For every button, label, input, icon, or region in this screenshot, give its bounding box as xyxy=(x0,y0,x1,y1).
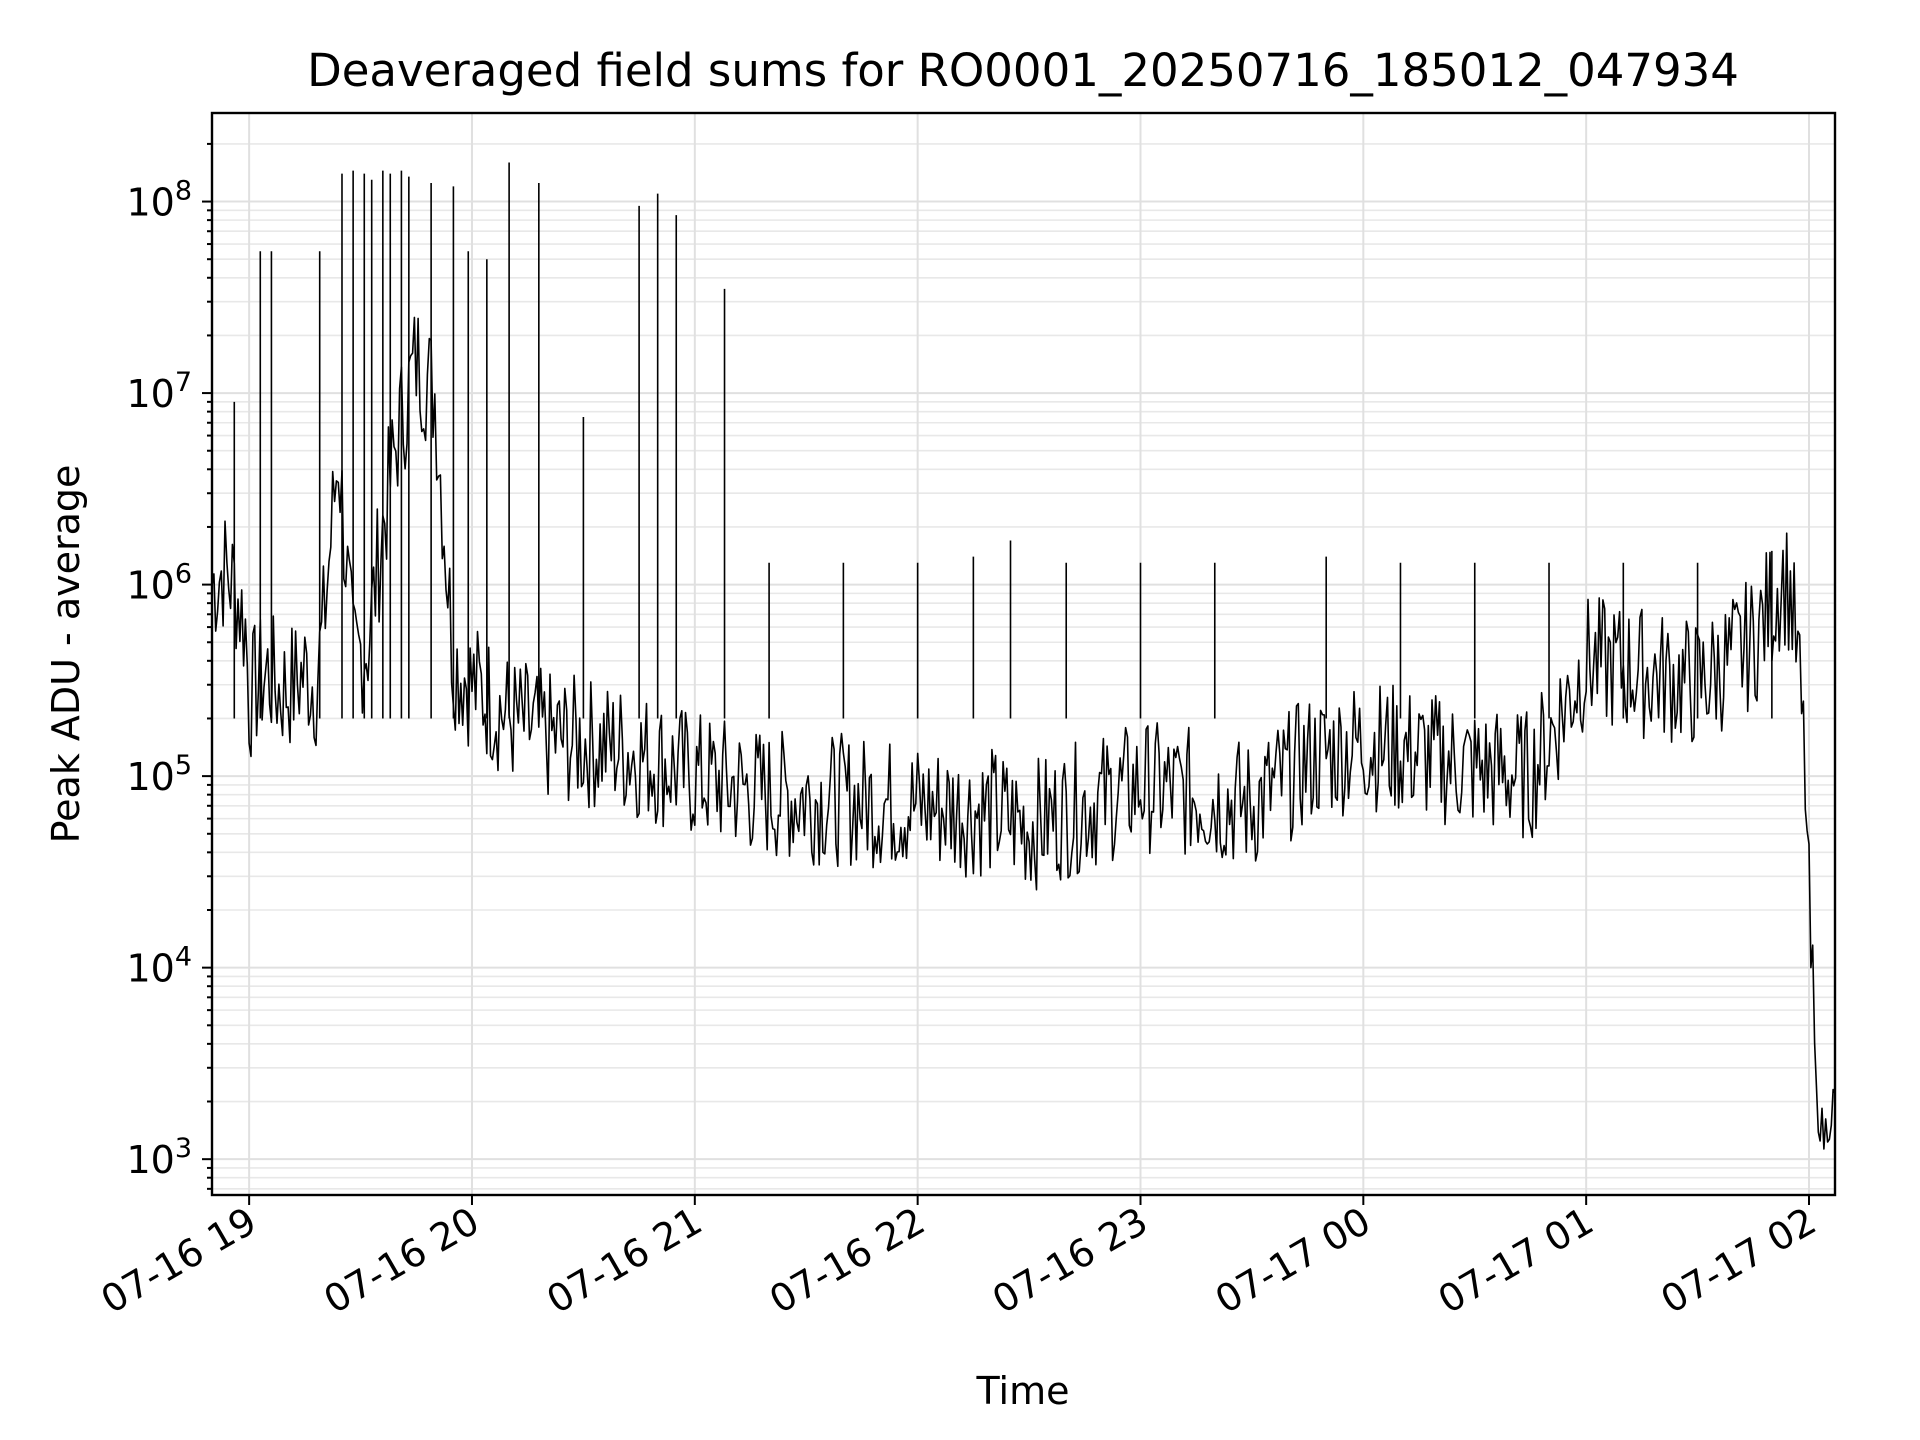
plot-frame xyxy=(210,111,1837,1197)
y-axis-label: Peak ADU - average xyxy=(44,465,88,844)
y-tick-exponent: 7 xyxy=(175,367,192,398)
y-tick-exponent: 8 xyxy=(175,176,192,207)
x-axis-label: Time xyxy=(976,1369,1070,1413)
y-tick-base: 10 xyxy=(126,564,174,608)
y-tick-base: 10 xyxy=(126,181,174,225)
y-tick-exponent: 3 xyxy=(175,1133,192,1164)
y-tick-exponent: 5 xyxy=(175,750,192,781)
series-line xyxy=(211,316,1836,1150)
y-tick-base: 10 xyxy=(126,947,174,991)
y-tick-label: 108 xyxy=(126,176,192,225)
y-tick-base: 10 xyxy=(126,755,174,799)
y-tick-label: 105 xyxy=(126,750,192,799)
chart-title: Deaveraged field sums for RO0001_2025071… xyxy=(307,44,1739,97)
y-tick-exponent: 6 xyxy=(175,559,192,590)
y-tick-base: 10 xyxy=(126,372,174,416)
y-tick-base: 10 xyxy=(126,1138,174,1182)
y-tick-label: 107 xyxy=(126,367,192,416)
y-tick-label: 103 xyxy=(126,1133,192,1182)
y-tick-exponent: 4 xyxy=(175,942,192,973)
y-tick-label: 104 xyxy=(126,942,192,991)
y-tick-label: 106 xyxy=(126,559,192,608)
